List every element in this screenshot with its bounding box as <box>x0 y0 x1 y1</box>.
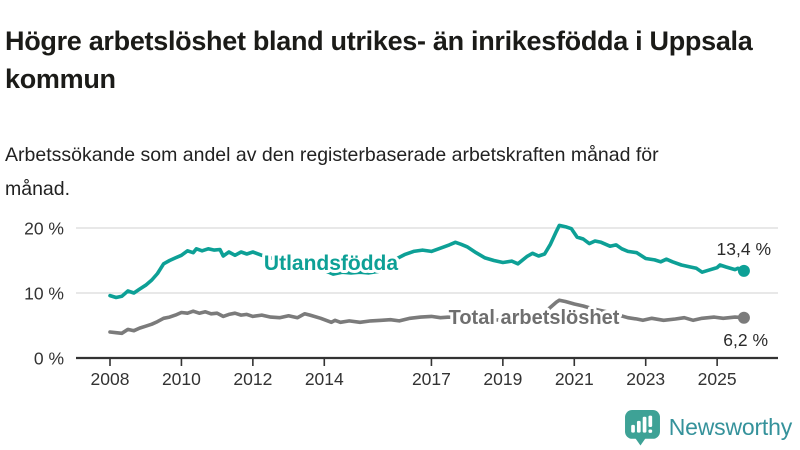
y-tick-label: 0 % <box>34 349 64 369</box>
newsworthy-logo: Newsworthy <box>624 409 792 446</box>
x-tick-label: 2008 <box>91 369 130 389</box>
x-tick-label: 2021 <box>555 369 594 389</box>
newsworthy-speech-bubble-chart-icon <box>624 410 660 446</box>
chart-title: Högre arbetslöshet bland utrikes- än inr… <box>5 26 753 95</box>
newsworthy-wordmark: Newsworthy <box>668 414 792 440</box>
series-line-total-arbetsloshet <box>108 298 746 336</box>
x-tick-label: 2017 <box>412 369 451 389</box>
x-tick-label: 2025 <box>698 369 737 389</box>
chart-subtitle: Arbetssökande som andel av den registerb… <box>5 143 659 200</box>
x-tick-label: 2010 <box>162 369 201 389</box>
series-line-utlandsfodda <box>108 223 746 300</box>
y-tick-label: 20 % <box>24 219 64 239</box>
y-tick-label: 10 % <box>24 284 64 304</box>
series-label-total-arbetsloshet: Total arbetslöshet <box>449 307 620 329</box>
x-tick-label: 2012 <box>233 369 272 389</box>
x-tick-label: 2019 <box>483 369 522 389</box>
series-label-utlandsfodda: Utlandsfödda <box>264 252 398 275</box>
series-end-dot-utlandsfodda <box>737 264 750 277</box>
x-tick-label: 2014 <box>305 369 344 389</box>
series-end-value-total-arbetsloshet: 6,2 % <box>723 330 768 350</box>
series-end-value-utlandsfodda: 13,4 % <box>717 239 771 259</box>
x-tick-label: 2023 <box>626 369 665 389</box>
series-end-dot-total-arbetsloshet <box>737 311 750 324</box>
line-chart: 0 % 10 % 20 % 2008 2010 2012 2014 2017 2019 2021 2… <box>24 219 778 389</box>
